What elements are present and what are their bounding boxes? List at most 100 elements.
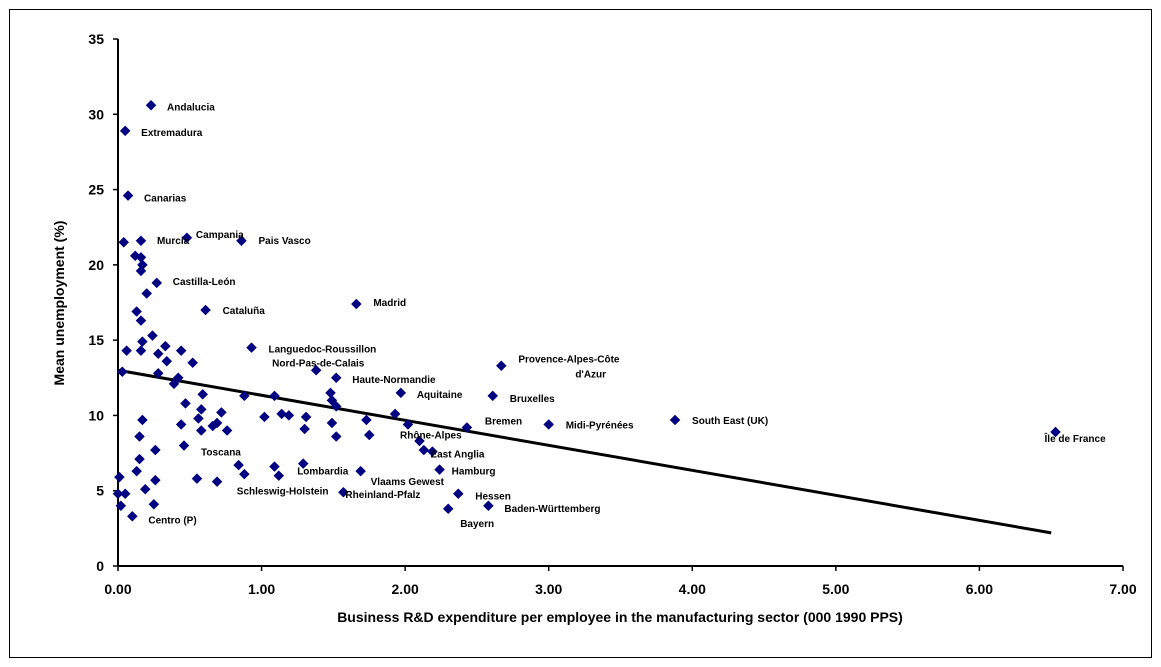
data-point (178, 440, 190, 451)
data-point (1050, 426, 1061, 438)
point-label: Bremen (485, 416, 522, 427)
data-point (149, 444, 161, 456)
data-point (119, 488, 131, 500)
data-point (297, 458, 309, 469)
point-label: Midi-Pyrénées (566, 420, 634, 431)
x-tick-label: 7.00 (1109, 581, 1136, 597)
data-point (434, 464, 445, 475)
point-label: Île de France (1044, 432, 1107, 445)
data-point (452, 488, 464, 500)
data-point (236, 235, 247, 247)
point-label: Cataluña (223, 306, 266, 317)
data-point (152, 348, 164, 360)
point-label: Bayern (460, 519, 494, 530)
point-label: Campania (196, 230, 244, 241)
data-point (137, 336, 148, 348)
data-point (197, 388, 209, 400)
data-point (115, 500, 127, 512)
point-label: Centro (P) (148, 515, 196, 526)
data-point (487, 390, 499, 402)
point-label: Vlaams Gewest (371, 477, 445, 488)
scatter-chart: 0 5 10 15 20 25 30 35 0.00 1.00 2.00 3.00 4.00 5.00 6.… (51, 31, 1137, 625)
point-label: Rheinland-Pfalz (345, 490, 420, 501)
point-label: Haute-Normandie (352, 375, 436, 386)
point-label: Andalucia (167, 102, 215, 113)
point-label: Lombardia (297, 467, 349, 478)
data-point (152, 367, 164, 379)
data-point (180, 398, 191, 409)
data-point (211, 417, 223, 429)
data-point (129, 250, 141, 262)
data-point (269, 461, 280, 472)
data-point (195, 404, 207, 415)
x-tick-label: 2.00 (392, 581, 419, 597)
data-point (495, 360, 507, 372)
data-point (147, 330, 158, 341)
point-label: Baden-Württemberg (504, 504, 600, 515)
y-tick-label: 15 (88, 332, 104, 348)
data-point (200, 304, 211, 316)
data-point (141, 288, 153, 299)
data-point (175, 419, 187, 430)
data-point (669, 414, 681, 426)
y-tick-label: 30 (88, 106, 104, 122)
point-label: East Anglia (430, 450, 485, 461)
y-tick-label: 25 (88, 182, 104, 198)
data-point (191, 473, 203, 485)
data-point (135, 265, 147, 277)
point-label: Languedoc-Roussillon (269, 345, 377, 356)
point-label: Canarias (144, 194, 187, 205)
data-point (238, 390, 250, 402)
data-point (149, 474, 161, 486)
data-point (310, 364, 322, 376)
data-point (233, 459, 244, 471)
data-point (355, 465, 366, 477)
point-label: Nord-Pas-de-Calais (272, 358, 365, 369)
data-point (325, 387, 336, 399)
y-tick-label: 0 (96, 558, 104, 574)
data-point (543, 419, 555, 430)
data-point (427, 446, 438, 457)
data-point (119, 125, 131, 137)
data-point (116, 366, 128, 378)
y-axis-title: Mean unemployment (%) (51, 221, 67, 386)
data-point (121, 345, 132, 357)
data-point (442, 503, 454, 515)
data-point (112, 488, 124, 500)
chart-frame: 0 5 10 15 20 25 30 35 0.00 1.00 2.00 3.00 4.00 5.00 6.… (9, 9, 1152, 658)
x-tick-label: 4.00 (679, 581, 706, 597)
x-axis-title: Business R&D expenditure per employee in… (337, 609, 903, 625)
point-label: Bruxelles (510, 394, 555, 405)
data-point (326, 417, 338, 429)
data-point (135, 315, 147, 326)
y-tick-label: 10 (88, 407, 104, 423)
x-tick-label: 6.00 (966, 581, 993, 597)
data-point (461, 422, 473, 433)
x-tick-label: 1.00 (248, 581, 275, 597)
data-point (414, 435, 425, 447)
x-tick-label: 3.00 (535, 581, 562, 597)
data-point (195, 425, 207, 436)
data-point (137, 414, 148, 426)
data-point (127, 510, 138, 522)
data-point (418, 444, 430, 456)
y-tick-label: 35 (88, 31, 104, 47)
point-label: Castilla-León (173, 277, 236, 288)
data-point (246, 342, 257, 354)
data-point (330, 372, 342, 384)
data-point (221, 425, 233, 436)
data-point (118, 236, 130, 248)
data-point (361, 414, 372, 426)
data-point (330, 401, 342, 412)
data-point (148, 498, 160, 510)
tick-labels: 0 5 10 15 20 25 30 35 0.00 1.00 2.00 3.00 4.00 5.00 6.… (88, 31, 1136, 597)
point-label: South East (UK) (692, 416, 768, 427)
point-label: Aquitaine (417, 390, 463, 401)
data-point (338, 486, 349, 498)
data-point (283, 410, 295, 421)
data-point (211, 476, 223, 488)
point-label: Madrid (373, 298, 406, 309)
data-point (216, 407, 227, 418)
data-point (122, 190, 134, 201)
data-point (207, 420, 219, 432)
